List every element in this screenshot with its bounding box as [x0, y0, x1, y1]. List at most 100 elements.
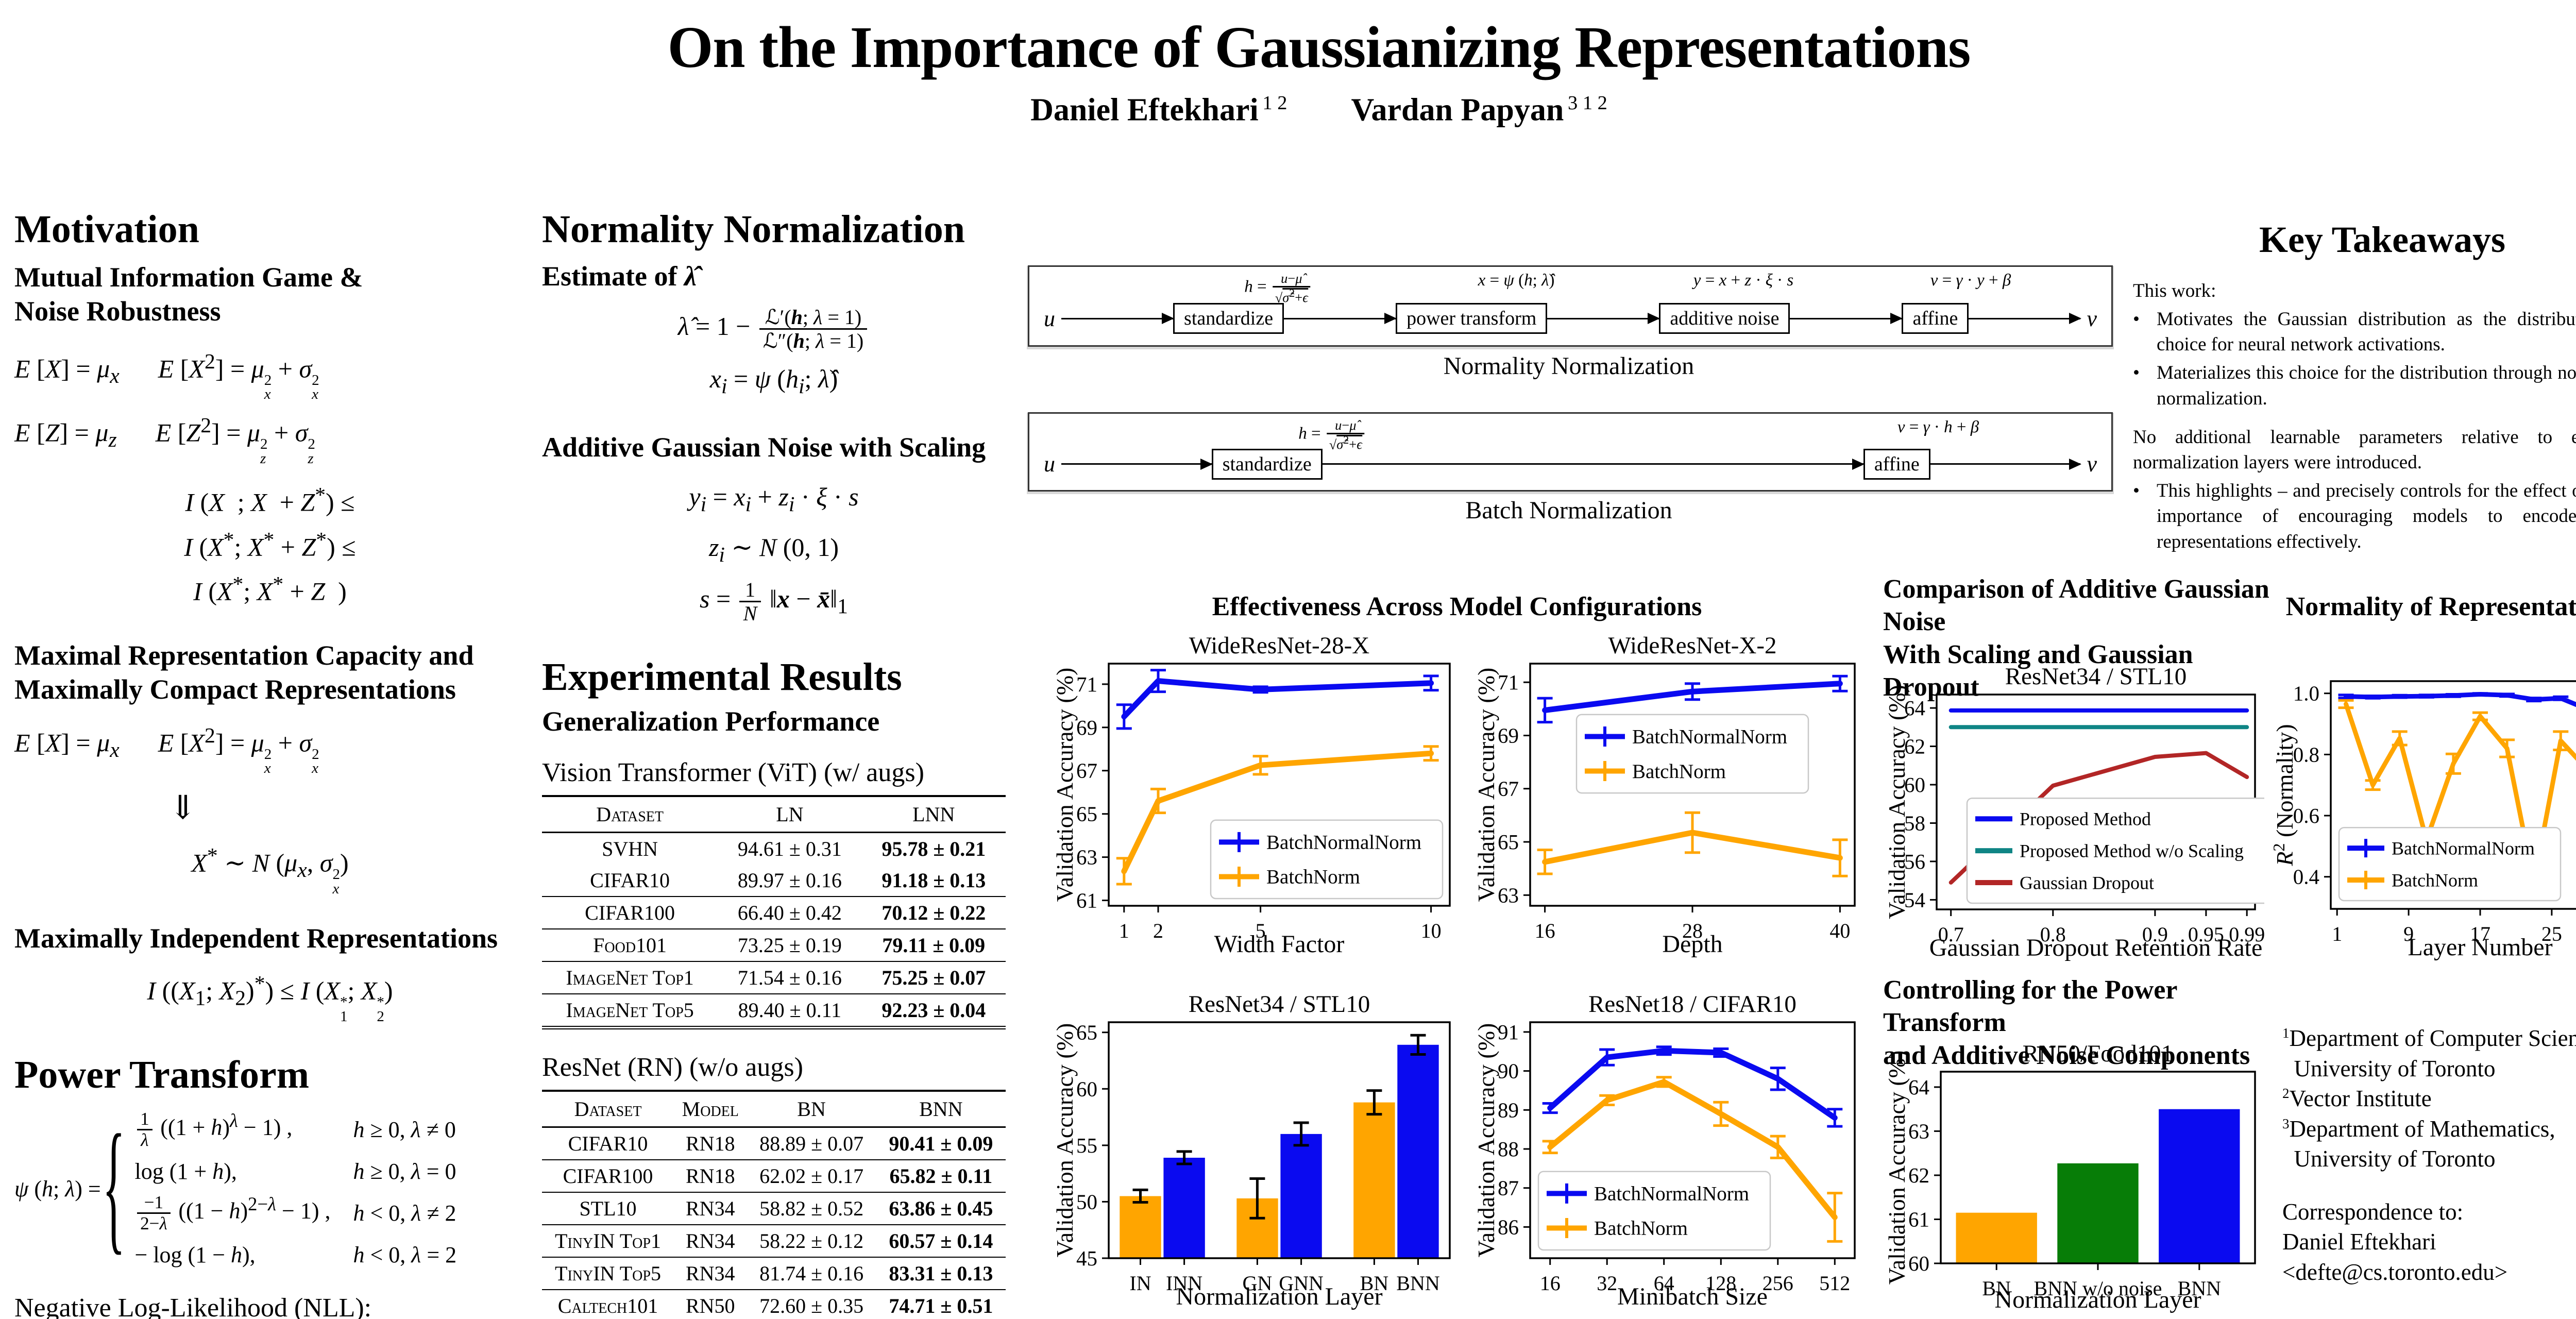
diagram-flow: u standardize power transform additive n… — [1029, 303, 2111, 334]
eq-ineq-3: I (X*; X* + Z ) — [193, 572, 347, 606]
table-row: Caltech101 RN50 72.60 ± 0.35 74.71 ± 0.51 — [542, 1290, 1006, 1319]
svg-text:BN: BN — [1982, 1277, 2011, 1300]
bullet-text: Materializes this choice for the distrib… — [2157, 362, 2576, 409]
rn-table: Dataset Model BN BNN CIFAR10 RN18 88.89 ± … — [542, 1090, 1006, 1319]
cell-bnn: 90.41 ± 0.09 — [876, 1127, 1006, 1161]
column-motivation: Motivation Mutual Information Game & Nois… — [14, 209, 526, 1319]
svg-text:0.8: 0.8 — [2040, 923, 2066, 946]
svg-text:87: 87 — [1498, 1176, 1519, 1200]
psi-lhs: ψ (h; λ) = — [14, 1176, 101, 1202]
cell-ln: 71.54 ± 0.16 — [718, 961, 862, 995]
svg-text:9: 9 — [2403, 922, 2414, 945]
cell-model: RN34 — [674, 1257, 747, 1291]
cell-dataset: STL10 — [542, 1192, 674, 1226]
diagram-formula-y: y = x + z · ξ · s — [1693, 271, 1794, 290]
piecewise-c2: h ≥ 0, λ = 0 — [353, 1159, 456, 1185]
arrow-icon — [1547, 317, 1659, 320]
rn-col-model: Model — [674, 1090, 747, 1128]
svg-text:Gaussian Dropout: Gaussian Dropout — [2020, 872, 2154, 893]
svg-text:1: 1 — [1119, 919, 1129, 942]
cell-bn: 58.82 ± 0.52 — [747, 1192, 876, 1226]
diagram-formula-v: v = γ · h + β — [1897, 418, 1979, 436]
piecewise-f3: −1 2−λ ((1 − h)2−λ − 1) , — [135, 1193, 330, 1233]
svg-text:512: 512 — [1819, 1272, 1850, 1295]
svg-text:BNN: BNN — [2178, 1277, 2221, 1300]
cell-model: RN18 — [674, 1127, 747, 1161]
column-method: Normality Normalization Estimate of λ̂ λ… — [542, 209, 1006, 1319]
implies-arrow: ⇓ — [169, 789, 197, 826]
table-row: CIFAR100 66.40 ± 0.42 70.12 ± 0.22 — [542, 897, 1006, 930]
heading-controlling: Controlling for the Power Transform and … — [1883, 974, 2269, 1072]
svg-text:50: 50 — [1076, 1190, 1097, 1213]
motivation-sub3: Maximally Independent Representations — [14, 923, 498, 954]
cell-bnn: 83.31 ± 0.13 — [876, 1257, 1006, 1291]
svg-text:Normalization Layer: Normalization Layer — [1994, 1286, 2201, 1313]
heading-normality: Normality of Representations — [2285, 592, 2576, 621]
svg-text:17: 17 — [2470, 922, 2490, 945]
bullet-text: This highlights – and precisely controls… — [2157, 480, 2576, 552]
cell-model: RN34 — [674, 1225, 747, 1258]
cell-dataset: Caltech101 — [542, 1290, 674, 1319]
svg-text:128: 128 — [1705, 1272, 1736, 1295]
arrow-icon — [1061, 317, 1174, 320]
cell-dataset: Food101 — [542, 929, 718, 962]
power-transform-box: power transform — [1396, 303, 1548, 334]
motivation-sub2: Maximal Representation Capacity and Maxim… — [14, 640, 474, 705]
affiliation-line: 3Department of Mathematics, — [2282, 1115, 2555, 1142]
heading-effectiveness: Effectiveness Across Model Configuration… — [1212, 592, 1702, 621]
motivation-heading: Motivation — [14, 208, 199, 251]
svg-text:Normalization Layer: Normalization Layer — [1176, 1283, 1382, 1310]
vit-header-row: Dataset LN LNN — [542, 795, 1006, 834]
correspondence-label: Correspondence to: — [2282, 1198, 2464, 1225]
svg-text:ResNet34 / STL10: ResNet34 / STL10 — [1189, 991, 1370, 1018]
eq-xi-psi: xi = ψ (hi; λ̂) — [709, 364, 838, 399]
svg-text:62: 62 — [1904, 735, 1925, 758]
svg-text:Depth: Depth — [1662, 931, 1722, 958]
diagram-formula-v: v = γ · y + β — [1930, 271, 2011, 290]
diagram-flow: u standardize affine v — [1029, 448, 2111, 480]
heading-comparison: Comparison of Additive Gaussian Noise Wi… — [1883, 573, 2269, 704]
rn-header-row: Dataset Model BN BNN — [542, 1090, 1006, 1128]
cell-ln: 94.61 ± 0.31 — [737, 837, 842, 861]
cell-bn: 88.89 ± 0.07 — [747, 1127, 876, 1161]
svg-text:63: 63 — [1076, 845, 1097, 869]
svg-text:56: 56 — [1904, 850, 1925, 873]
vit-table: Dataset LN LNN SVHN 94.61 ± 0.31 95.78 ± 0… — [542, 795, 1006, 1030]
svg-text:63: 63 — [1498, 883, 1519, 907]
motivation-sub1: Mutual Information Game & Noise Robustnes… — [14, 261, 363, 327]
svg-text:55: 55 — [1076, 1134, 1097, 1157]
affiliation-line: University of Toronto — [2282, 1055, 2496, 1081]
piecewise-f4: − log (1 − h), — [134, 1242, 256, 1268]
svg-text:60: 60 — [1076, 1077, 1097, 1101]
standardize-box: standardize — [1173, 303, 1284, 334]
svg-text:86: 86 — [1498, 1215, 1519, 1239]
svg-text:58: 58 — [1904, 811, 1925, 835]
eq-independent: I ((X1; X2)*) ≤ I (X * 1; X * 2) — [147, 971, 393, 1025]
bullet-icon: • — [2133, 362, 2140, 384]
arrow-icon — [1790, 317, 1902, 320]
flow-input: u — [1044, 306, 1055, 331]
svg-text:R2 (Normality): R2 (Normality) — [2271, 724, 2298, 866]
svg-text:28: 28 — [1682, 919, 1703, 942]
svg-text:1.0: 1.0 — [2293, 682, 2319, 705]
svg-text:Layer Number: Layer Number — [2408, 934, 2552, 961]
svg-text:0.95: 0.95 — [2188, 923, 2224, 946]
arrow-icon — [1061, 463, 1212, 465]
svg-text:Validation Accuracy (%): Validation Accuracy (%) — [1884, 1051, 1910, 1285]
spacer — [2282, 1174, 2576, 1197]
svg-text:BNN: BNN — [1396, 1272, 1439, 1295]
svg-text:54: 54 — [1904, 888, 1925, 911]
piecewise-f2: log (1 + h), — [134, 1159, 237, 1185]
arrow-icon — [1322, 463, 1863, 465]
svg-text:0.4: 0.4 — [2293, 865, 2319, 889]
chart-gaussian-dropout-comparison: 54 56 58 60 62 64 0.7 0.8 0.9 0.95 0.99 ResNet34 / … — [1883, 663, 2277, 968]
svg-text:0.7: 0.7 — [1938, 923, 1964, 946]
rn-caption: ResNet (RN) (w/o augs) — [542, 1053, 803, 1083]
cell-model: RN50 — [674, 1290, 747, 1319]
svg-text:GN: GN — [1243, 1272, 1273, 1295]
svg-text:89: 89 — [1498, 1098, 1519, 1122]
